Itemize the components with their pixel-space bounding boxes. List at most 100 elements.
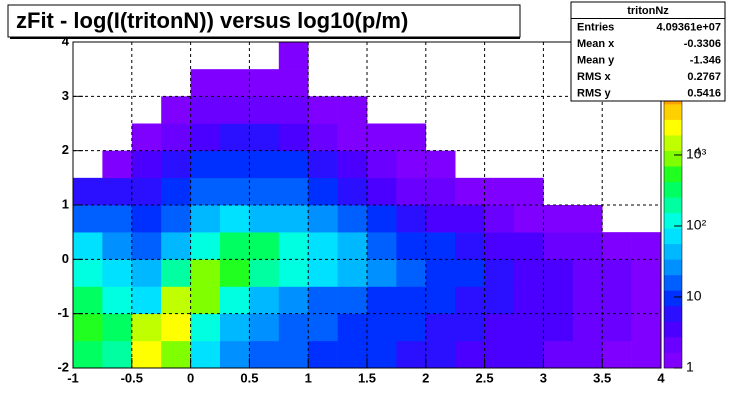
cell [484, 286, 515, 314]
cell [161, 313, 191, 342]
cell [308, 259, 338, 287]
cell [73, 286, 103, 314]
x-tick-label: 4 [657, 370, 665, 385]
stats-value: 0.5416 [687, 88, 721, 100]
cell [543, 205, 574, 233]
cell [631, 313, 662, 342]
cell [631, 340, 662, 369]
cell [367, 232, 397, 260]
cell [131, 232, 162, 260]
cell [131, 259, 162, 287]
cell [514, 340, 544, 369]
cell [249, 259, 280, 287]
cell [278, 313, 309, 342]
cell [220, 205, 250, 233]
cell [102, 286, 133, 314]
cell [484, 313, 515, 342]
cell [73, 259, 103, 287]
cell [337, 259, 368, 287]
cell [425, 340, 456, 369]
cell [278, 150, 309, 179]
cell [102, 313, 133, 342]
cell [131, 177, 162, 206]
y-tick-label: 0 [62, 251, 69, 266]
cell [249, 150, 280, 179]
cell [455, 259, 485, 287]
cell [308, 313, 338, 342]
cell [602, 340, 632, 369]
z-tick-label: 10³ [686, 146, 707, 162]
annotation: 4 [695, 147, 701, 158]
y-tick-label: -1 [57, 305, 69, 320]
cell [278, 69, 309, 97]
cell [455, 340, 485, 369]
cell [514, 232, 544, 260]
stats-name: Mean y [577, 55, 615, 67]
y-tick-label: 4 [62, 33, 70, 48]
stats-value: 0.2767 [687, 71, 721, 83]
cell [572, 205, 603, 233]
cell [278, 177, 309, 206]
cell [102, 150, 133, 179]
cell [249, 177, 280, 206]
y-tick-label: 1 [62, 196, 69, 211]
cell [278, 205, 309, 233]
cell [337, 205, 368, 233]
z-tick-label: 1 [686, 359, 694, 375]
cell [73, 205, 103, 233]
stats-name: RMS y [577, 88, 612, 100]
cell [602, 232, 632, 260]
cell [220, 123, 250, 151]
cell [337, 123, 368, 151]
cell [396, 232, 427, 260]
cell [396, 340, 427, 369]
colorbar-segment [664, 181, 682, 198]
cell [278, 286, 309, 314]
cell [249, 232, 280, 260]
cell [396, 259, 427, 287]
cell [220, 177, 250, 206]
cell [249, 123, 280, 151]
cell [249, 340, 280, 369]
cell [308, 232, 338, 260]
cell [220, 259, 250, 287]
stats-value: -1.346 [690, 55, 721, 67]
cell [220, 69, 250, 97]
chart-title: zFit - log(I(tritonN)) versus log10(p/m) [16, 8, 408, 33]
cell [249, 313, 280, 342]
cell [278, 123, 309, 151]
colorbar-segment [664, 259, 682, 276]
colorbar-segment [664, 197, 682, 214]
cell [308, 123, 338, 151]
cell [220, 313, 250, 342]
cell [190, 313, 221, 342]
cell [190, 150, 221, 179]
cell [249, 286, 280, 314]
x-tick-label: 0.5 [240, 370, 258, 385]
cell [337, 313, 368, 342]
cell [131, 150, 162, 179]
cell [190, 69, 221, 97]
cell [220, 150, 250, 179]
cell [367, 313, 397, 342]
cell [514, 313, 544, 342]
cell [425, 313, 456, 342]
cell [73, 340, 103, 369]
cell [425, 177, 456, 206]
colorbar-segment [664, 321, 682, 338]
cell [131, 286, 162, 314]
cell [572, 313, 603, 342]
cell [425, 150, 456, 179]
title-shadow [10, 37, 520, 39]
cell [102, 232, 133, 260]
stats-title: tritonNz [627, 5, 669, 17]
cell [337, 232, 368, 260]
cell [602, 286, 632, 314]
cell [190, 96, 221, 124]
cell [190, 123, 221, 151]
cell [367, 205, 397, 233]
cell [396, 205, 427, 233]
cell [484, 259, 515, 287]
cell [514, 259, 544, 287]
colorbar-segment [664, 119, 682, 136]
